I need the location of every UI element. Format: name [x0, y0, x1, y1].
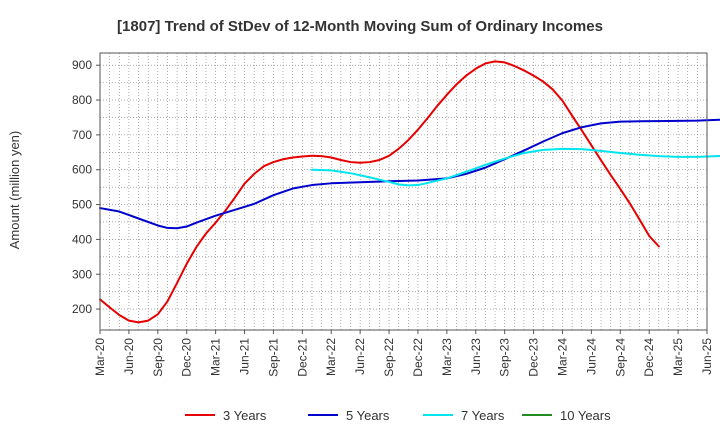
legend-label-7-years: 7 Years — [461, 408, 505, 423]
x-tick-label: Jun-20 — [122, 338, 136, 375]
x-tick-label: Mar-24 — [555, 338, 569, 376]
axes: 200 300 400 500 600 700 800 900 Mar-20 Jun-20 Sep-… — [72, 52, 714, 377]
x-tick-label: Sep-21 — [266, 338, 280, 377]
plot-background — [100, 53, 707, 330]
x-tick-label: Sep-20 — [151, 338, 165, 377]
x-tick-label: Dec-20 — [180, 338, 194, 377]
y-tick-label: 900 — [72, 58, 92, 72]
y-tick-label: 600 — [72, 163, 92, 177]
legend-label-5-years: 5 Years — [346, 408, 390, 423]
x-tick-label: Jun-25 — [700, 338, 714, 375]
series-layer — [99, 60, 720, 324]
x-tick-label: Dec-23 — [527, 338, 541, 377]
x-tick-label: Mar-25 — [671, 338, 685, 376]
legend-label-3-years: 3 Years — [223, 408, 267, 423]
x-tick-label: Jun-22 — [353, 338, 367, 375]
x-tick-label: Dec-22 — [411, 338, 425, 377]
x-tick-label: Sep-24 — [613, 338, 627, 377]
y-axis-label: Amount (million yen) — [7, 131, 22, 250]
x-tick-label: Sep-22 — [382, 338, 396, 377]
x-tick-label: Dec-24 — [642, 338, 656, 377]
x-tick-label: Jun-23 — [469, 338, 483, 375]
y-tick-label: 400 — [72, 232, 92, 246]
x-tick-label: Mar-22 — [324, 338, 338, 376]
chart-title: [1807] Trend of StDev of 12-Month Moving… — [117, 18, 603, 35]
x-tick-label: Mar-20 — [93, 338, 107, 376]
x-tick-label: Jun-24 — [584, 338, 598, 375]
legend: 3 Years 5 Years 7 Years 10 Years — [185, 408, 611, 423]
x-tick-label: Sep-23 — [498, 338, 512, 377]
grid — [99, 53, 708, 330]
x-tick-label: Mar-21 — [209, 338, 223, 376]
plot-frame — [99, 52, 708, 331]
y-tick-label: 200 — [72, 302, 92, 316]
y-tick-label: 800 — [72, 93, 92, 107]
series-line-7-years — [310, 147, 720, 187]
x-tick-label: Dec-21 — [295, 338, 309, 377]
x-tick-label: Jun-21 — [238, 338, 252, 375]
y-tick-label: 500 — [72, 198, 92, 212]
series-line-5-years — [99, 118, 720, 230]
y-tick-label: 700 — [72, 128, 92, 142]
legend-label-10-years: 10 Years — [560, 408, 611, 423]
x-tick-label: Mar-23 — [440, 338, 454, 376]
y-tick-label: 300 — [72, 267, 92, 281]
series-line-3-years — [99, 60, 660, 324]
